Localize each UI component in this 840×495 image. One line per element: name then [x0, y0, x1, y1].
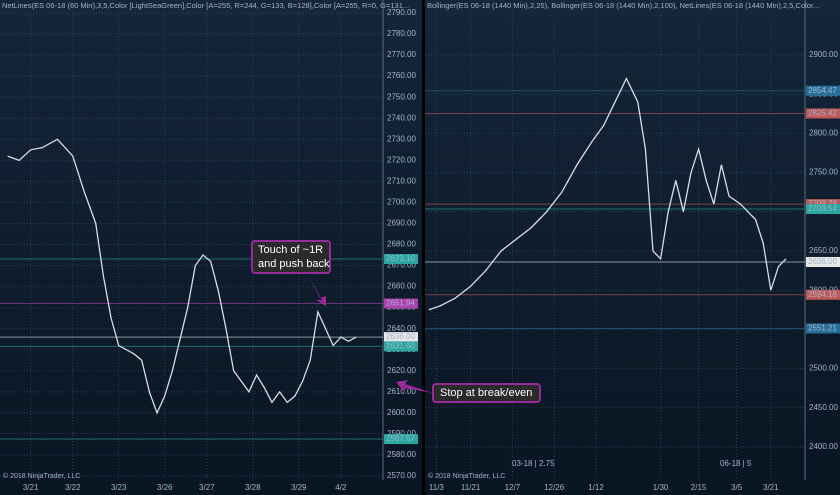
y-tick-label: 2620.00 — [387, 366, 416, 375]
y-tick-label: 2580.00 — [387, 450, 416, 459]
level-label: 2631.60 — [386, 341, 415, 350]
y-tick-label: 2650.00 — [809, 246, 838, 255]
y-tick-label: 2610.00 — [387, 387, 416, 396]
y-tick-label: 2780.00 — [387, 29, 416, 38]
arrow — [308, 274, 326, 306]
left-chart: NetLines(ES 06-18 (60 Min),3,5,Color [Li… — [0, 0, 418, 492]
y-tick-label: 2570.00 — [387, 471, 416, 480]
level-box — [384, 434, 418, 445]
x-tick-label: 12/7 — [505, 483, 521, 492]
x-tick-label: 2/15 — [691, 483, 707, 492]
y-tick-label: 2800.00 — [809, 129, 838, 138]
x-tick-label: 3/28 — [245, 483, 261, 492]
level-box — [806, 108, 840, 119]
y-tick-label: 2700.00 — [387, 198, 416, 207]
y-tick-label: 2660.00 — [387, 282, 416, 291]
y-tick-label: 2740.00 — [387, 113, 416, 122]
x-tick-label: 11/21 — [461, 483, 481, 492]
level-box — [384, 254, 418, 265]
level-label: 2825.42 — [808, 109, 837, 118]
note: Stop at break/even — [440, 387, 532, 399]
level-box — [806, 323, 840, 334]
y-tick-label: 2680.00 — [387, 240, 416, 249]
y-tick-label: 2790.00 — [387, 8, 416, 17]
left-panel — [0, 0, 422, 495]
y-tick-label: 2400.00 — [809, 442, 838, 451]
y-tick-label: 2750.00 — [387, 92, 416, 101]
level-box — [806, 256, 840, 267]
level-label: 2551.21 — [808, 324, 837, 333]
contract-label: 03-18 | 2.75 — [512, 459, 555, 468]
x-tick-label: 3/5 — [731, 483, 743, 492]
y-tick-label: 2690.00 — [387, 219, 416, 228]
y-tick-label: 2640.00 — [387, 324, 416, 333]
level-label: 2703.54 — [808, 204, 837, 213]
arrow — [396, 380, 433, 393]
contract-label: 06-18 | 5 — [720, 459, 752, 468]
x-tick-label: 11/3 — [429, 483, 445, 492]
price-line — [428, 77, 787, 311]
x-tick-label: 3/21 — [23, 483, 39, 492]
x-tick-label: 1/12 — [588, 483, 604, 492]
level-label: 2594.16 — [808, 290, 837, 299]
note: and push back — [258, 258, 330, 270]
level-box — [806, 204, 840, 215]
x-tick-label: 12/26 — [544, 483, 565, 492]
price-line — [7, 138, 357, 415]
y-tick-label: 2600.00 — [387, 408, 416, 417]
level-box — [384, 298, 418, 309]
y-tick-label: 2720.00 — [387, 155, 416, 164]
y-tick-label: 2500.00 — [809, 364, 838, 373]
y-tick-label: 2710.00 — [387, 176, 416, 185]
note-box — [251, 240, 331, 274]
indicator-title: Bollinger(ES 06-18 (1440 Min),2,25), Bol… — [427, 1, 819, 10]
level-box — [384, 332, 418, 343]
right-chart: Bollinger(ES 06-18 (1440 Min),2,25), Bol… — [425, 0, 840, 492]
y-tick-label: 2590.00 — [387, 429, 416, 438]
indicator-title: NetLines(ES 06-18 (60 Min),3,5,Color [Li… — [2, 1, 409, 10]
level-label: 2636.00 — [808, 257, 837, 266]
y-tick-label: 2760.00 — [387, 71, 416, 80]
note: Touch of ~1R — [258, 244, 323, 256]
level-label: 2709.78 — [808, 199, 837, 208]
y-tick-label: 2730.00 — [387, 134, 416, 143]
x-tick-label: 3/29 — [291, 483, 307, 492]
level-label: 2636.00 — [386, 332, 415, 341]
level-box — [384, 341, 418, 352]
x-tick-label: 3/21 — [763, 483, 779, 492]
x-tick-label: 3/22 — [65, 483, 81, 492]
right-panel — [425, 0, 840, 495]
y-tick-label: 2670.00 — [387, 261, 416, 270]
copyright: © 2018 NinjaTrader, LLC — [428, 472, 505, 480]
level-box — [806, 289, 840, 300]
level-label: 2854.47 — [808, 86, 837, 95]
x-tick-label: 3/26 — [157, 483, 173, 492]
x-tick-label: 4/2 — [335, 483, 347, 492]
copyright: © 2018 NinjaTrader, LLC — [3, 472, 80, 480]
level-label: 2673.10 — [386, 254, 415, 263]
level-label: 2587.57 — [386, 434, 415, 443]
level-label: 2651.94 — [386, 299, 415, 308]
y-tick-label: 2900.00 — [809, 50, 838, 59]
y-tick-label: 2770.00 — [387, 50, 416, 59]
x-tick-label: 3/27 — [199, 483, 215, 492]
y-tick-label: 2450.00 — [809, 403, 838, 412]
x-tick-label: 3/23 — [111, 483, 127, 492]
x-tick-label: 1/30 — [653, 483, 669, 492]
y-tick-label: 2750.00 — [809, 168, 838, 177]
level-box — [806, 85, 840, 96]
